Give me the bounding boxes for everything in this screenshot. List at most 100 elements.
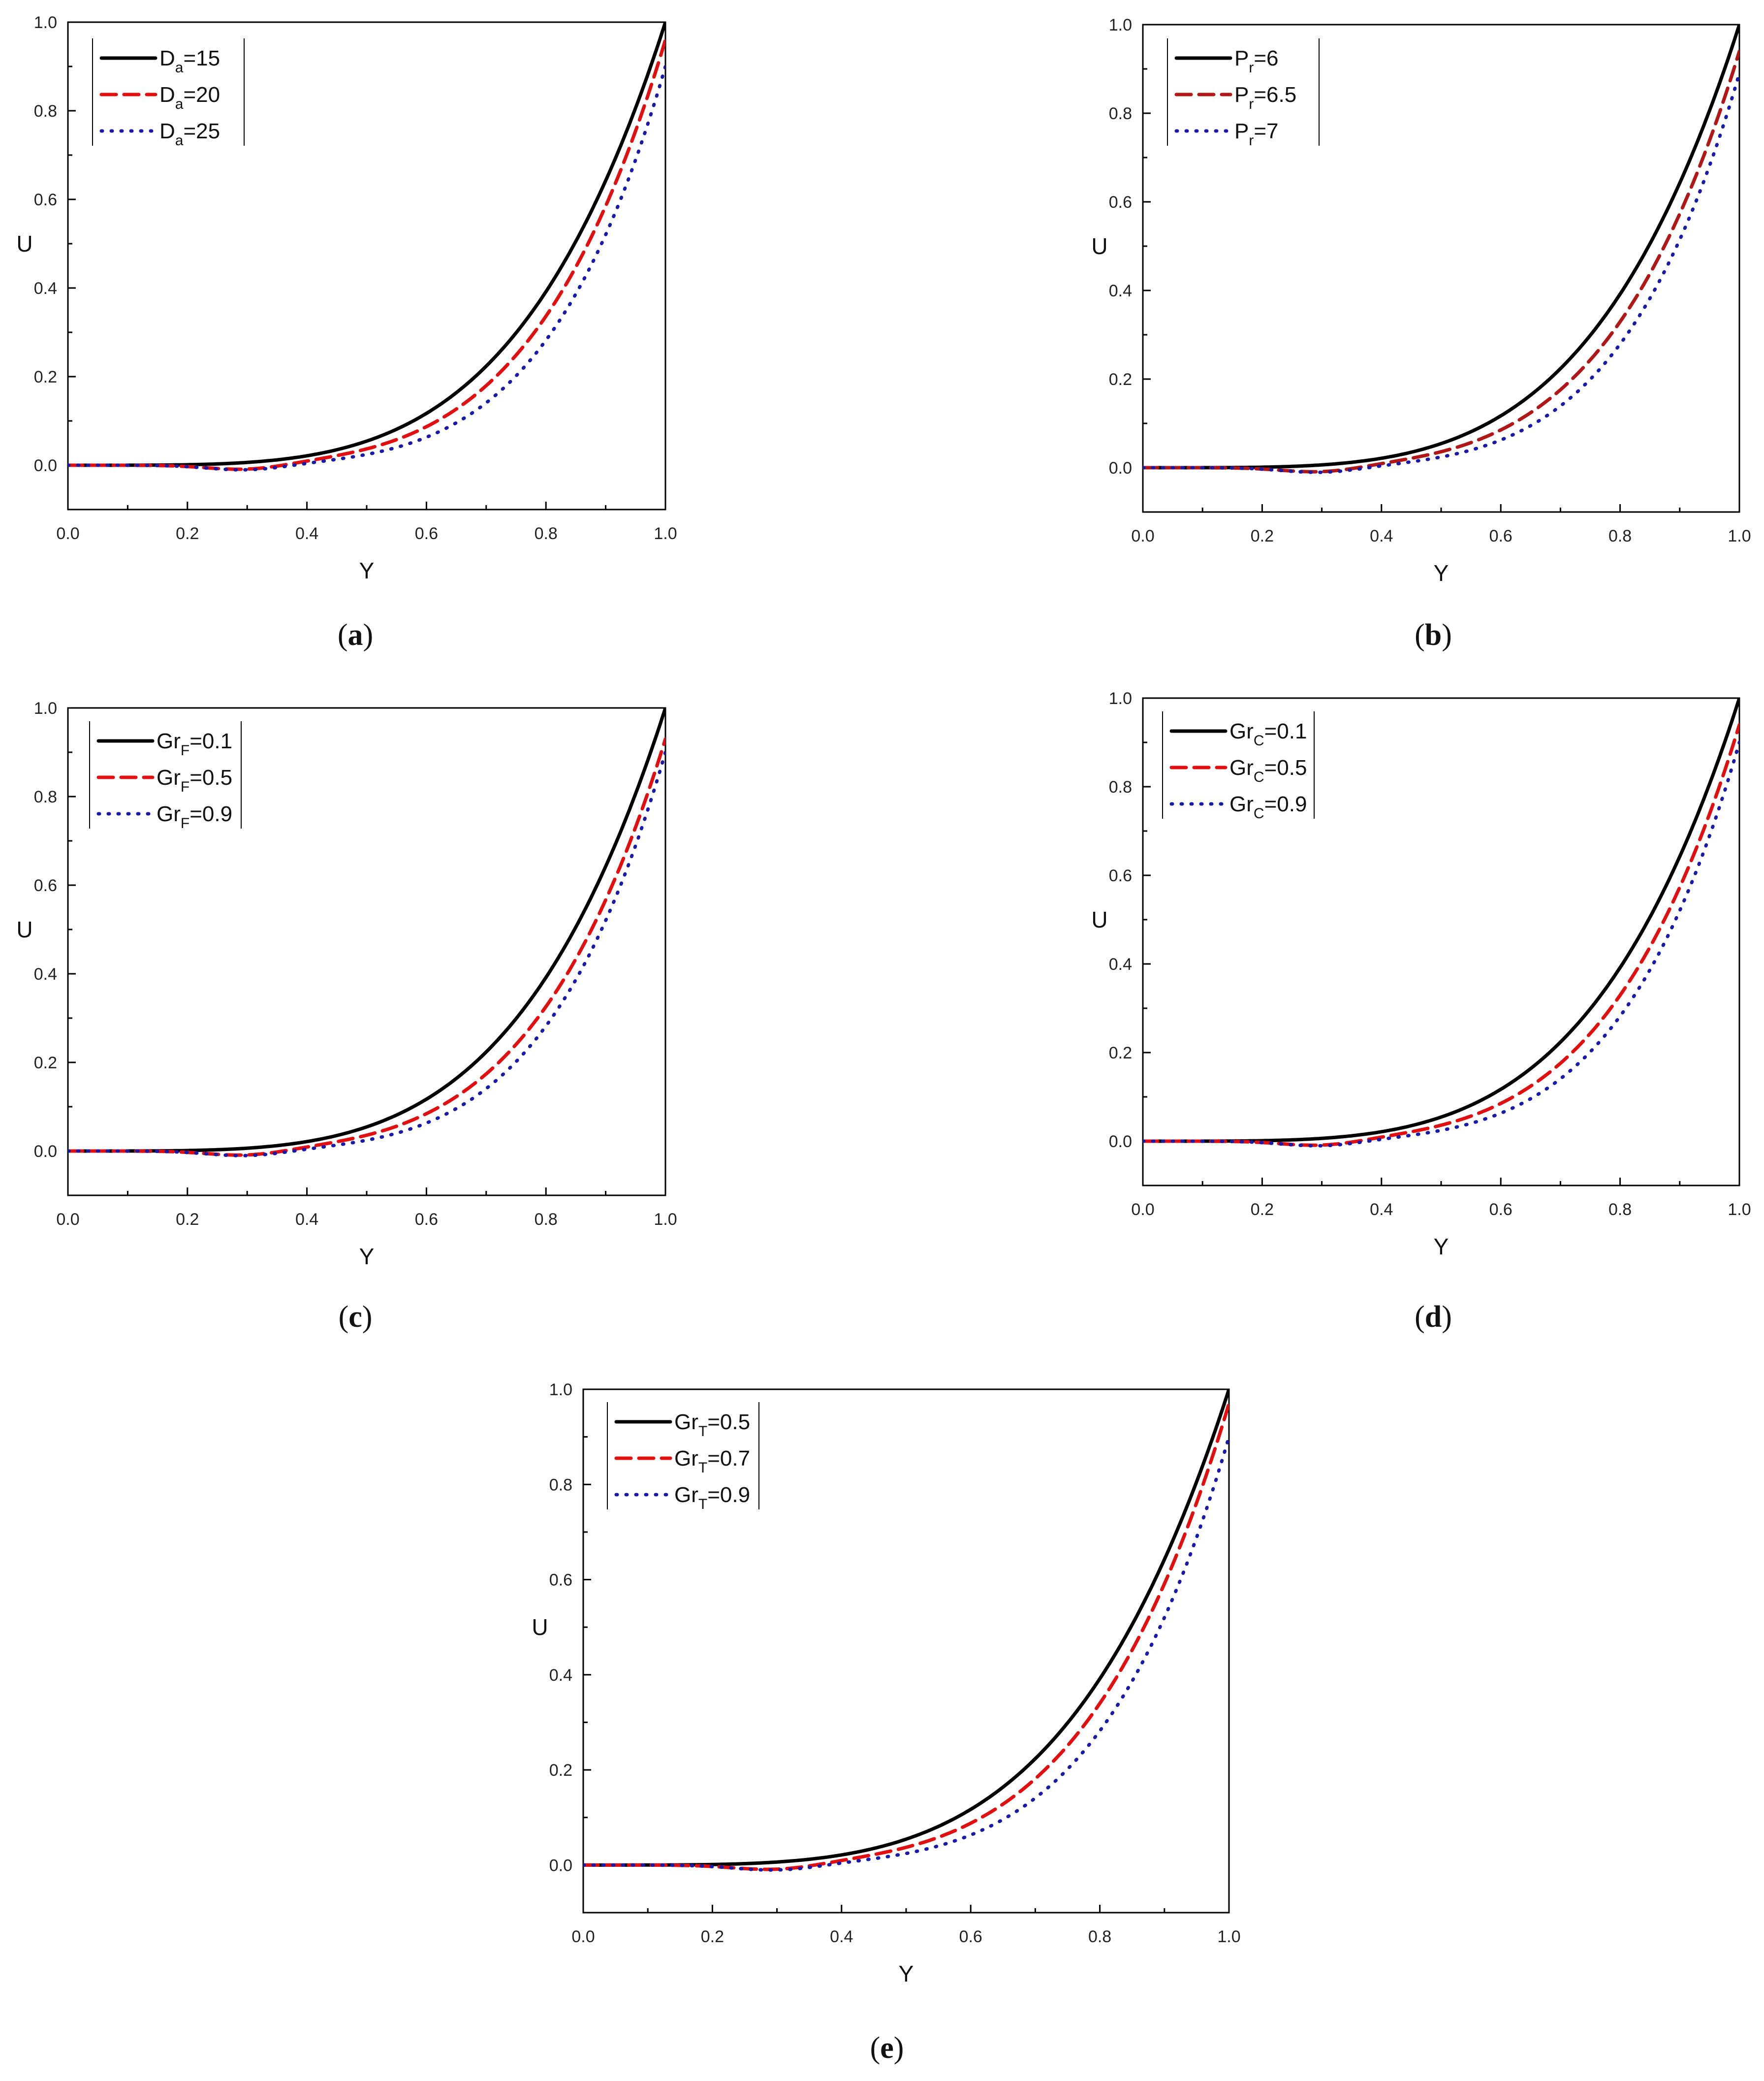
x-axis-label: Y xyxy=(359,1244,375,1269)
y-tick-label: 0.8 xyxy=(1109,104,1132,123)
panel-caption: (e) xyxy=(870,2031,904,2065)
chart-panel-d: 0.0 0.2 0.4 0.6 0.8 1.0 0.0 0.2 0.4 0.6 0.8 1.0 Y U Gr… xyxy=(1091,689,1751,1334)
chart-panel-e: 0.0 0.2 0.4 0.6 0.8 1.0 0.0 0.2 0.4 0.6 0.8 1.0 Y U Gr… xyxy=(532,1380,1240,2065)
x-tick-label: 1.0 xyxy=(654,1210,677,1229)
y-tick-label: 1.0 xyxy=(1109,689,1132,708)
legend-label: Da=20 xyxy=(159,83,220,112)
x-tick-label: 0.8 xyxy=(1088,1927,1111,1946)
y-tick-label: 0.0 xyxy=(1109,1132,1132,1151)
x-tick-label: 0.4 xyxy=(830,1927,853,1946)
y-tick-label: 0.8 xyxy=(34,788,57,806)
y-axis-label: U xyxy=(16,917,32,942)
x-tick-label: 0.0 xyxy=(571,1927,595,1946)
series-line-Da=15 xyxy=(68,22,665,467)
x-tick-label: 0.4 xyxy=(295,524,318,543)
y-tick-label: 0.0 xyxy=(549,1856,572,1875)
series-line-GrT=0.9 xyxy=(583,1435,1229,1872)
chart-panel-c: 0.0 0.2 0.4 0.6 0.8 1.0 0.0 0.2 0.4 0.6 0.8 1.0 Y U Gr… xyxy=(16,699,677,1334)
y-axis-label: U xyxy=(16,231,32,256)
y-tick-label: 0.4 xyxy=(1109,955,1132,974)
x-tick-label: 0.0 xyxy=(1131,527,1154,545)
y-tick-label: 0.8 xyxy=(549,1475,572,1494)
panel-caption: (c) xyxy=(339,1300,373,1334)
series-line-Da=20 xyxy=(68,38,665,471)
plot-frame xyxy=(1142,24,1740,513)
legend: GrT=0.5 GrT=0.7 GrT=0.9 xyxy=(607,1402,759,1512)
y-tick-label: 0.2 xyxy=(1109,1044,1132,1062)
x-tick-label: 0.8 xyxy=(535,524,558,543)
x-tick-label: 0.6 xyxy=(1489,527,1512,545)
x-tick-label: 0.2 xyxy=(701,1927,724,1946)
legend-label: Pr=7 xyxy=(1234,119,1279,149)
x-tick-label: 0.4 xyxy=(1370,527,1393,545)
y-tick-label: 0.8 xyxy=(34,102,57,121)
legend: GrF=0.1 GrF=0.5 GrF=0.9 xyxy=(89,721,242,832)
panel-caption: (b) xyxy=(1415,618,1452,652)
series-line-GrF=0.5 xyxy=(68,737,665,1157)
x-tick-label: 0.6 xyxy=(415,1210,438,1229)
panel-caption: (d) xyxy=(1415,1300,1452,1334)
x-tick-label: 0.0 xyxy=(1131,1200,1154,1219)
legend-label: Da=25 xyxy=(159,119,220,149)
legend: Da=15 Da=20 Da=25 xyxy=(92,38,245,149)
y-axis-label: U xyxy=(1091,233,1107,259)
x-axis-label: Y xyxy=(1434,560,1449,586)
y-tick-label: 0.2 xyxy=(1109,370,1132,389)
x-axis-label: Y xyxy=(1434,1234,1449,1259)
legend-label: Pr=6 xyxy=(1234,46,1279,76)
legend-label: GrC=0.1 xyxy=(1229,719,1307,749)
y-tick-label: 0.6 xyxy=(34,876,57,895)
legend-label: GrF=0.9 xyxy=(157,802,232,832)
series-line-GrC=0.5 xyxy=(1143,723,1739,1147)
y-tick-label: 1.0 xyxy=(34,699,57,718)
x-tick-label: 0.6 xyxy=(415,524,438,543)
legend-label: GrC=0.5 xyxy=(1229,756,1307,785)
x-tick-label: 0.0 xyxy=(56,524,79,543)
y-tick-label: 0.8 xyxy=(1109,778,1132,797)
y-tick-label: 1.0 xyxy=(549,1380,572,1399)
legend-label: GrF=0.5 xyxy=(157,766,232,795)
x-tick-label: 0.4 xyxy=(295,1210,318,1229)
x-tick-label: 1.0 xyxy=(654,524,677,543)
y-tick-label: 0.4 xyxy=(34,279,57,298)
series-line-GrC=0.9 xyxy=(1143,740,1739,1148)
x-tick-label: 0.0 xyxy=(56,1210,79,1229)
y-tick-label: 0.6 xyxy=(34,191,57,209)
legend-label: Pr=6.5 xyxy=(1234,83,1296,112)
x-tick-label: 1.0 xyxy=(1728,527,1751,545)
x-tick-label: 1.0 xyxy=(1217,1927,1240,1946)
series-line-Pr=6.5 xyxy=(1143,49,1739,474)
legend-label: GrT=0.7 xyxy=(674,1446,750,1476)
y-tick-label: 0.6 xyxy=(1109,866,1132,885)
x-tick-label: 0.2 xyxy=(176,524,199,543)
y-tick-label: 0.4 xyxy=(549,1666,572,1685)
x-tick-label: 0.4 xyxy=(1370,1200,1393,1219)
chart-panel-b: 0.0 0.2 0.4 0.6 0.8 1.0 0.0 0.2 0.4 0.6 0.8 1.0 Y U Pr… xyxy=(1091,16,1751,652)
y-tick-label: 1.0 xyxy=(34,13,57,32)
legend-label: GrC=0.9 xyxy=(1229,792,1307,822)
legend-label: Da=15 xyxy=(159,46,220,76)
y-tick-label: 0.0 xyxy=(34,456,57,475)
y-tick-label: 0.2 xyxy=(34,1054,57,1072)
x-tick-label: 0.6 xyxy=(1489,1200,1512,1219)
y-tick-label: 0.2 xyxy=(549,1761,572,1780)
x-tick-label: 0.2 xyxy=(1251,1200,1274,1219)
x-tick-label: 0.6 xyxy=(959,1927,982,1946)
panel-caption: (a) xyxy=(338,618,373,652)
series-line-GrF=0.9 xyxy=(68,750,665,1157)
y-tick-label: 1.0 xyxy=(1109,16,1132,34)
series-line-Pr=7 xyxy=(1143,71,1739,474)
chart-panel-a: 0.0 0.2 0.4 0.6 0.8 1.0 0.0 0.2 0.4 0.6 0.8 1.0 Y U Da… xyxy=(16,13,677,652)
y-axis-label: U xyxy=(532,1614,548,1640)
y-tick-label: 0.4 xyxy=(34,965,57,984)
x-axis-label: Y xyxy=(899,1961,914,1986)
y-tick-label: 0.6 xyxy=(1109,193,1132,212)
x-tick-label: 0.2 xyxy=(176,1210,199,1229)
legend: GrC=0.1 GrC=0.5 GrC=0.9 xyxy=(1162,711,1315,822)
series-line-GrT=0.7 xyxy=(583,1402,1229,1871)
x-axis-label: Y xyxy=(359,558,375,583)
x-tick-label: 0.2 xyxy=(1251,527,1274,545)
legend-label: GrT=0.9 xyxy=(674,1483,750,1512)
